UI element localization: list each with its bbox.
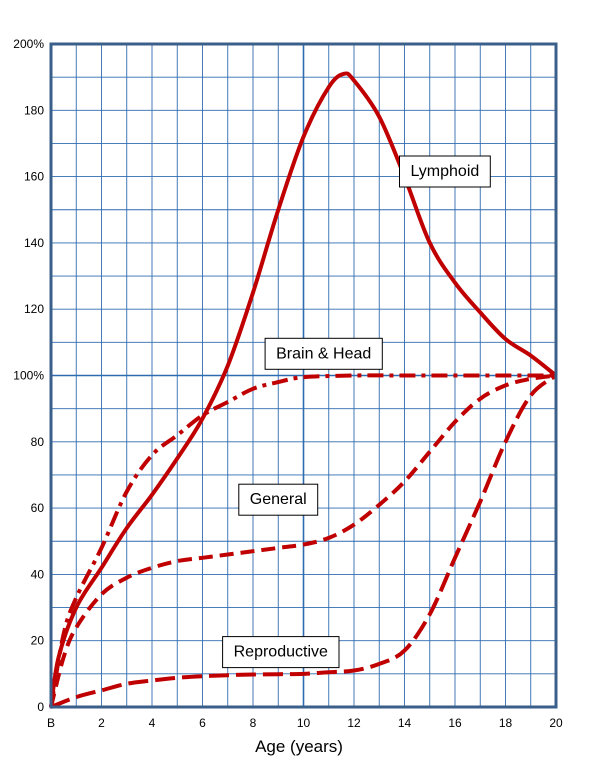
- annotation-lymphoid: Lymphoid: [399, 155, 491, 188]
- annotation-label: General: [250, 491, 307, 508]
- y-tick-label: 80: [31, 435, 45, 449]
- series-line-reproductive: [50, 373, 558, 709]
- series-lines: [49, 71, 558, 709]
- x-tick-label: 6: [199, 716, 206, 730]
- x-tick-label: 8: [250, 716, 257, 730]
- plot-border: [49, 42, 558, 709]
- annotation-brain-head: Brain & Head: [264, 337, 383, 370]
- annotation-box: [264, 337, 383, 370]
- series-line-brain-head: [49, 373, 556, 708]
- y-tick-label: 100%: [13, 369, 44, 383]
- annotation-general: General: [238, 483, 319, 516]
- x-tick-label: B: [47, 716, 55, 730]
- annotation-reproductive: Reproductive: [222, 636, 340, 669]
- x-tick-label: 16: [448, 716, 462, 730]
- x-tick-label: 12: [347, 716, 361, 730]
- annotation-label: Lymphoid: [411, 163, 480, 180]
- y-tick-label: 20: [31, 634, 45, 648]
- y-tick-label: 60: [31, 501, 45, 515]
- x-axis-title: Age (years): [255, 737, 343, 756]
- y-tick-label: 200%: [13, 37, 44, 51]
- tick-labels: B 2 4 6 8 10 12 14 16 18 20 0 20 40 60 80 100% 120 140 160 1…: [13, 37, 563, 730]
- x-tick-label: 14: [398, 716, 412, 730]
- annotation-box: [238, 483, 319, 516]
- x-tick-label: 10: [297, 716, 311, 730]
- series-line-general: [49, 373, 557, 708]
- y-tick-label: 0: [37, 700, 44, 714]
- series-line-lymphoid: [49, 71, 558, 708]
- annotation-box: [222, 636, 340, 669]
- annotation-box: [399, 155, 491, 188]
- plot-frame: [49, 42, 558, 709]
- y-tick-label: 180: [24, 103, 44, 117]
- annotation-label: Reproductive: [234, 644, 328, 661]
- y-tick-label: 40: [31, 567, 45, 581]
- annotation-labels: Lymphoid Brain & Head General Reproductive: [222, 155, 491, 669]
- y-tick-label: 140: [24, 236, 44, 250]
- y-tick-label: 120: [24, 302, 44, 316]
- x-tick-label: 18: [499, 716, 513, 730]
- x-tick-label: 20: [549, 716, 563, 730]
- x-tick-label: 4: [149, 716, 156, 730]
- y-tick-label: 160: [24, 170, 44, 184]
- annotation-label: Brain & Head: [276, 345, 371, 362]
- x-tick-label: 2: [98, 716, 105, 730]
